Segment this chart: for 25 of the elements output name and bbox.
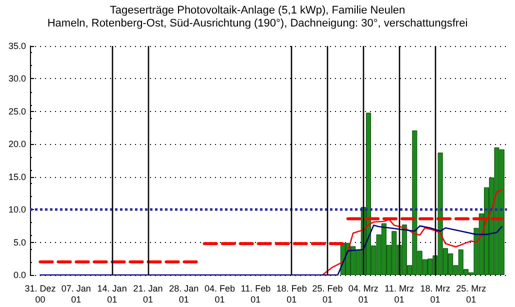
x-tick-label: 14. Jan 01: [97, 284, 127, 304]
chart-subtitle: Hameln, Rotenberg-Ost, Süd-Ausrichtung (190°), Dachneigung: 30°, verschattungsfrei: [47, 18, 468, 30]
x-tick-label: 25. Mrz 01: [456, 284, 487, 304]
y-tick-label: 15.0: [8, 172, 26, 182]
y-tick-label: 10.0: [8, 204, 26, 215]
y-tick-label: 20.0: [8, 139, 26, 150]
x-tick-label: 28. Jan 01: [169, 284, 199, 304]
x-tick-label: 11. Mrz 01: [384, 284, 414, 304]
y-tick-label: 30.0: [8, 74, 26, 84]
x-tick-label: 25. Feb 01: [312, 284, 343, 304]
x-tick-label: 18. Mrz 01: [420, 284, 451, 304]
x-tick-label: 31. Dez 00: [24, 284, 56, 304]
y-tick-label: 35.0: [8, 41, 26, 51]
x-tick-label: 04. Mrz 01: [348, 284, 379, 304]
x-tick-label: 04. Feb 01: [204, 284, 236, 304]
y-tick-label: 25.0: [8, 106, 26, 116]
x-tick-label: 07. Jan 01: [61, 284, 91, 304]
y-tick-label: 0.0: [13, 270, 26, 280]
line-series: [40, 224, 503, 276]
x-tick-label: 18. Feb 01: [276, 284, 307, 304]
y-tick-label: 5.0: [13, 237, 26, 248]
chart-title: Tageserträge Photovoltaik-Anlage (5,1 kWp), Familie Neulen: [110, 4, 406, 16]
x-tick-label: 11. Feb 01: [240, 284, 271, 304]
line-series: [322, 189, 503, 276]
x-tick-label: 21. Jan 01: [133, 284, 163, 304]
